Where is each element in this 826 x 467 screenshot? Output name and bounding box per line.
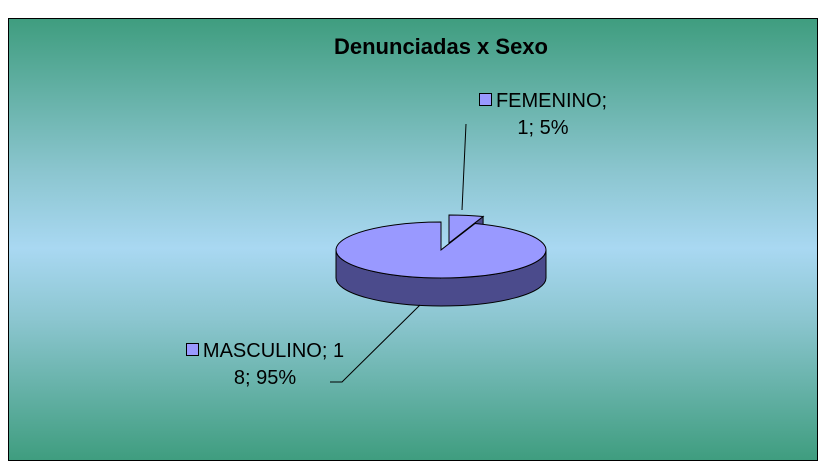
pie-slice xyxy=(335,221,547,307)
legend-key xyxy=(478,93,492,106)
data-label: FEMENINO; 1; 5% xyxy=(478,88,608,142)
data-label: MASCULINO; 18; 95% xyxy=(180,338,350,392)
legend-key xyxy=(185,343,199,356)
slice-top xyxy=(448,214,485,245)
leader-line xyxy=(330,304,421,383)
slice-top xyxy=(335,221,547,279)
chart-title: Denunciadas x Sexo xyxy=(334,34,548,59)
data-label-text: MASCULINO; 18; 95% xyxy=(202,340,345,389)
data-label-text: FEMENINO; 1; 5% xyxy=(495,90,608,139)
leader-line xyxy=(461,123,467,211)
